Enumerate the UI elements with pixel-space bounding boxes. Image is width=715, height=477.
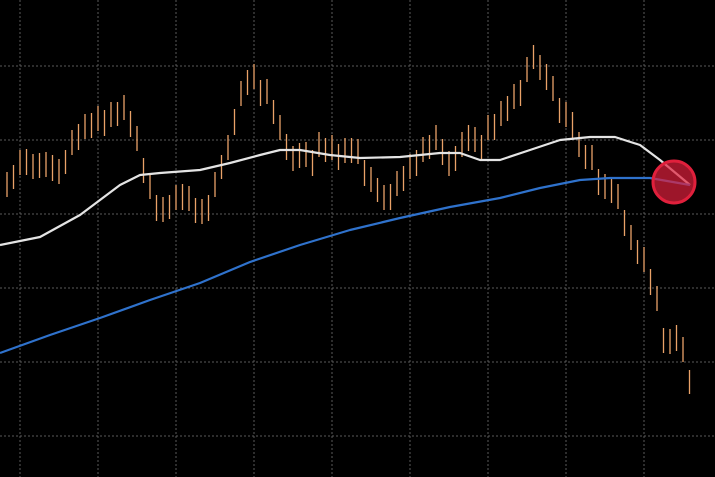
highlight-circle <box>651 159 697 205</box>
moving-average-line <box>0 176 691 355</box>
moving-average-line <box>0 135 691 247</box>
